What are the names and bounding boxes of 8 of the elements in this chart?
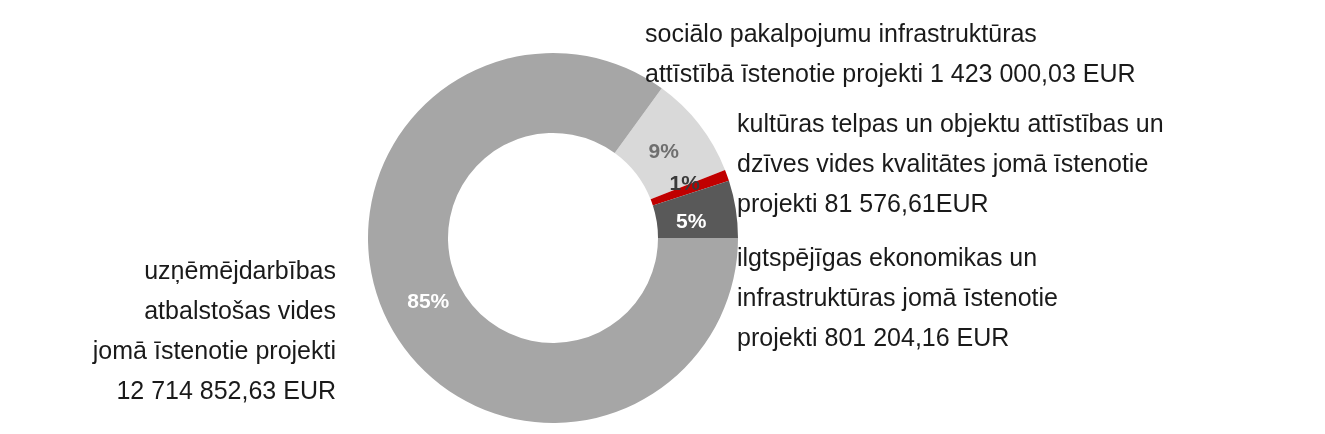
donut-slice — [368, 53, 738, 423]
data-label: 85% — [407, 288, 450, 312]
slice-label: kultūras telpas un objektu attīstības un dzīves vides kvalitātes jomā īstenotie projekti 81 576,61EUR — [737, 109, 1164, 217]
slice-label: uzņēmējdarbības atbalstošas vides jomā īstenotie projekti 12 714 852,63 EUR — [91, 256, 336, 404]
data-label: 5% — [676, 209, 707, 233]
donut-slice — [614, 88, 726, 200]
data-label: 9% — [648, 139, 680, 163]
slice-label: ilgtspējīgas ekonomikas un infrastruktūras jomā īstenotie projekti 801 204,16 EUR — [737, 243, 1058, 351]
